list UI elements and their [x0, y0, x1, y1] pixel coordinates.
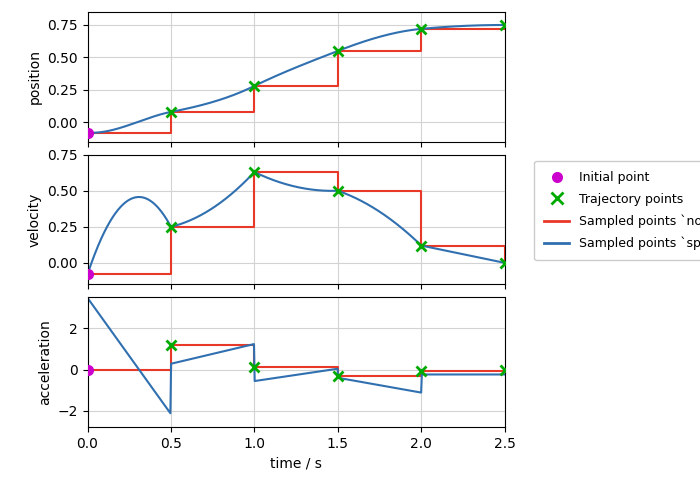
- Legend: Initial point, Trajectory points, Sampled points `none`, Sampled points `spline`: Initial point, Trajectory points, Sample…: [534, 161, 700, 260]
- X-axis label: time / s: time / s: [270, 456, 322, 470]
- Y-axis label: velocity: velocity: [27, 192, 41, 247]
- Y-axis label: acceleration: acceleration: [38, 320, 52, 405]
- Y-axis label: position: position: [27, 49, 41, 104]
